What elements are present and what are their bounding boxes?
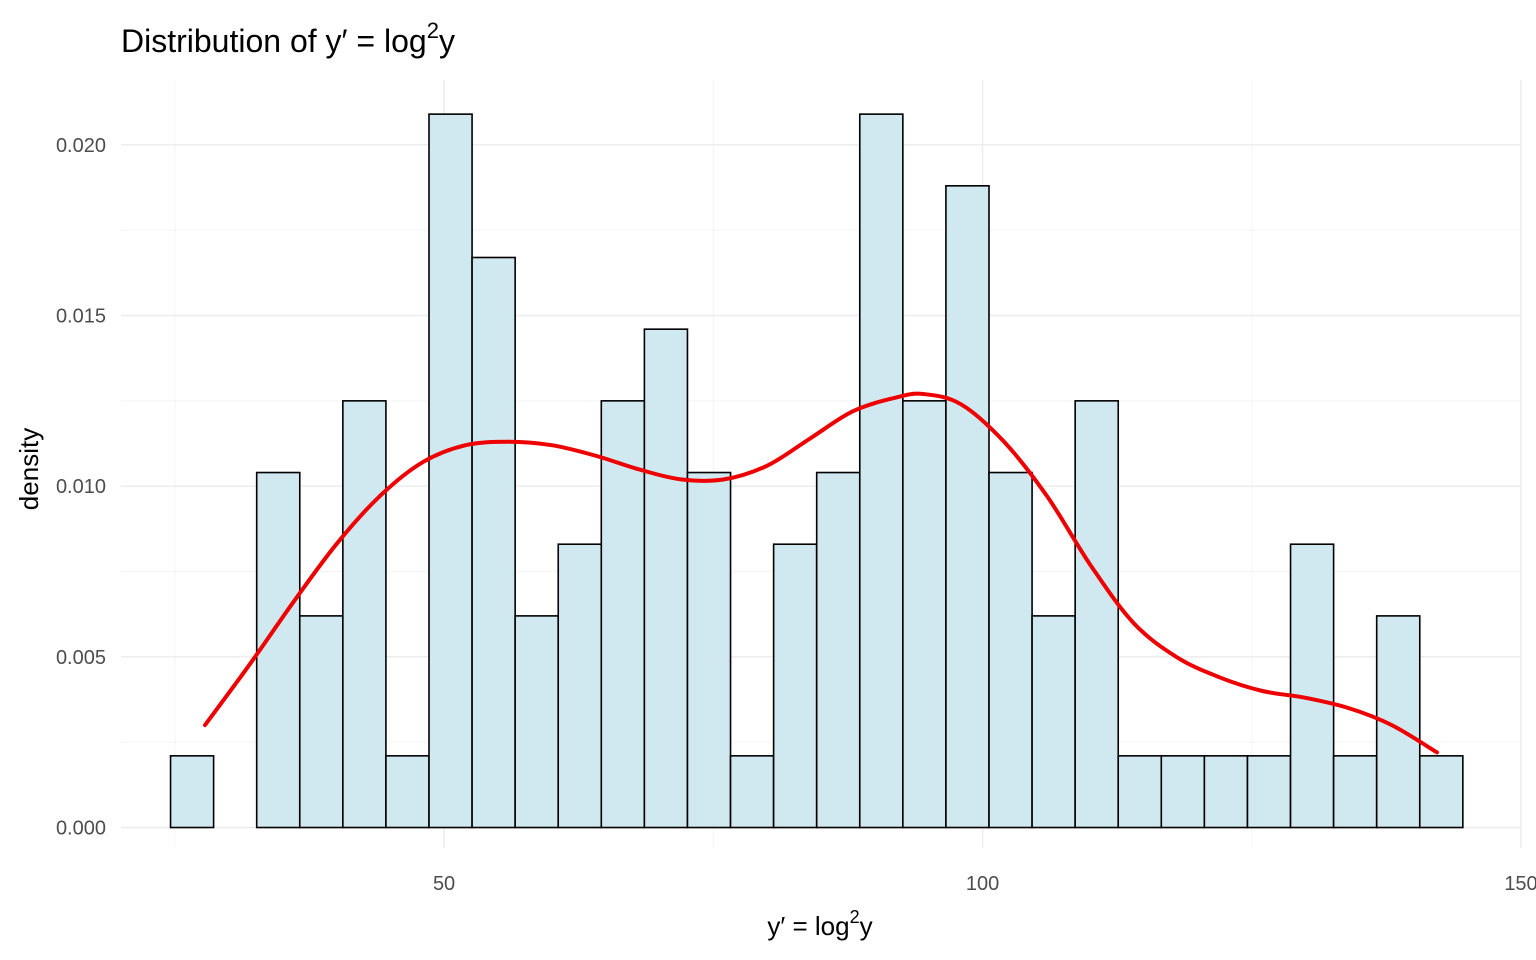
histogram-bar (858, 113, 904, 829)
histogram-bar (1203, 755, 1249, 829)
y-tick-label: 0.005 (56, 647, 106, 669)
histogram-bar (1332, 755, 1378, 829)
y-tick-label: 0.000 (56, 818, 106, 840)
histogram-bar (514, 615, 560, 829)
y-tick-label: 0.015 (56, 306, 106, 328)
y-axis-title: density (14, 428, 44, 510)
histogram-bar (1160, 755, 1206, 829)
histogram-bar (686, 471, 732, 829)
histogram-bar (945, 185, 990, 829)
histogram-bar (600, 400, 646, 829)
density-curve (203, 391, 1439, 755)
histogram-bars (169, 113, 1464, 829)
histogram-bar (1031, 615, 1076, 829)
chart-title: Distribution of y′ = log2y (121, 18, 455, 59)
x-tick-label: 100 (966, 873, 999, 895)
histogram-bar (1246, 755, 1292, 829)
x-axis-tick-labels: 50 100 150 (433, 873, 1536, 895)
histogram-bar (643, 328, 689, 829)
histogram-bar (342, 400, 387, 829)
histogram-bar (1418, 755, 1464, 829)
histogram-bar (1117, 755, 1163, 829)
histogram-bar (298, 615, 344, 829)
x-tick-label: 50 (433, 873, 455, 895)
y-tick-label: 0.020 (56, 135, 106, 157)
histogram-bar (902, 400, 947, 829)
histogram-bar (557, 543, 603, 829)
y-tick-label: 0.010 (56, 476, 106, 498)
histogram-bar (729, 755, 775, 829)
histogram-bar (1074, 400, 1120, 829)
histogram-bar (471, 256, 516, 829)
histogram-bar (428, 113, 473, 829)
histogram-bar (1289, 543, 1335, 829)
histogram-bar (988, 471, 1033, 829)
x-axis-title: y′ = log2y (767, 907, 872, 941)
y-axis-tick-labels: 0.000 0.005 0.010 0.015 0.020 (56, 135, 106, 840)
histogram-bar (385, 755, 430, 829)
histogram-bar (815, 471, 861, 829)
histogram-bar (255, 471, 301, 829)
x-tick-label: 150 (1504, 873, 1536, 895)
histogram-bar (772, 543, 818, 829)
histogram-bar (169, 755, 215, 829)
